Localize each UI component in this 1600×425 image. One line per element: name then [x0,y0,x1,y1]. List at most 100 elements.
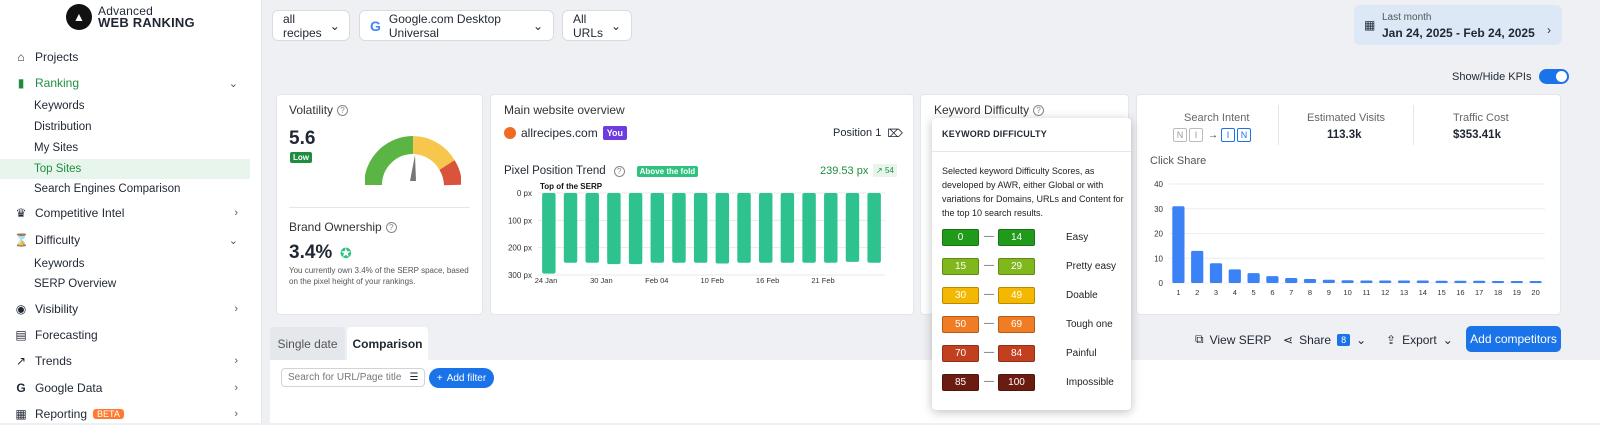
trend-bar[interactable] [758,193,773,263]
sidebar-item-forecasting[interactable]: ▤ Forecasting [0,324,250,346]
trend-bar[interactable] [780,193,795,263]
visits-value: 113.3k [1327,129,1362,141]
popup-title: KEYWORD DIFFICULTY [942,129,1047,139]
beta-badge: BETA [93,409,124,419]
site-name[interactable]: allrecipes.com [521,126,598,140]
sidebar-item-google-data[interactable]: G Google Data › [0,377,250,399]
gauge-mid-segment [412,136,455,170]
add-filter-button[interactable]: + Add filter [429,368,494,388]
tab-comparison[interactable]: Comparison [347,327,428,360]
sidebar-sub-distribution[interactable]: Distribution [34,121,92,133]
search-input[interactable]: Search for URL/Page title [281,368,421,387]
chevron-left-icon[interactable]: ‹ [1528,23,1532,37]
sidebar-item-ranking[interactable]: ▮ Ranking ⌄ [0,72,250,94]
engine-dropdown[interactable]: G Google.com Desktop Universal ⌄ [359,10,554,41]
help-icon[interactable]: ? [1033,105,1045,117]
toggle-switch[interactable] [1539,69,1570,84]
click-share-bar[interactable] [1435,280,1448,283]
date-range-picker[interactable]: ▦ Last month Jan 24, 2025 - Feb 24, 2025… [1354,5,1562,45]
trend-bar[interactable] [650,193,665,263]
click-share-bar[interactable] [1191,250,1204,283]
difficulty-label: Tough one [1066,319,1113,330]
logo[interactable]: ▲ Advanced WEB RANKING [66,4,195,30]
click-share-bar[interactable] [1322,279,1335,283]
sidebar-sub-serp-overview[interactable]: SERP Overview [34,278,117,290]
view-serp-button[interactable]: ⧉ View SERP [1195,327,1271,352]
click-share-bar[interactable] [1228,269,1241,283]
kpi-toggle[interactable]: Show/Hide KPIs [1452,69,1570,84]
sidebar-item-label: Trends [35,354,72,368]
trend-bar[interactable] [715,193,730,264]
trend-bar[interactable] [563,193,578,263]
trend-bar[interactable] [802,193,816,263]
external-link-icon: ⧉ [1195,332,1204,346]
click-share-bar[interactable] [1266,276,1279,283]
click-share-bar[interactable] [1397,280,1411,283]
report-icon: ▦ [15,407,27,421]
trend-bar[interactable] [824,193,838,263]
trend-bar[interactable] [867,193,881,263]
help-icon[interactable]: ? [385,222,397,234]
trend-bar[interactable] [672,193,686,263]
sidebar-item-label: Visibility [35,302,79,316]
list-filter-icon[interactable]: ☰ [404,368,425,387]
trend-bar[interactable] [607,193,621,265]
range-dash: — [984,289,994,300]
share-button[interactable]: ⋖ Share 8 ⌄ [1283,327,1366,352]
sidebar-item-reporting[interactable]: ▦ Reporting BETA › [0,403,250,425]
chevron-down-icon: ⌄ [611,18,622,33]
intent-title: Search Intent [1184,112,1250,124]
click-share-bar[interactable] [1473,280,1486,283]
click-share-bar[interactable] [1529,281,1542,283]
click-share-bar[interactable] [1454,280,1467,283]
add-competitors-button[interactable]: Add competitors [1466,326,1561,352]
x-tick-label: 21 Feb [811,276,834,285]
urls-dropdown[interactable]: All URLs ⌄ [562,10,632,41]
sidebar-item-projects[interactable]: ⌂ Projects [0,46,250,68]
chevron-right-icon[interactable]: › [1547,23,1551,37]
trend-bar[interactable] [845,193,860,262]
sidebar-item-competitive-intel[interactable]: ♛ Competitive Intel › [0,202,250,224]
click-share-bar[interactable] [1209,263,1223,283]
trend-bar[interactable] [585,193,599,263]
trend-bar[interactable] [628,193,643,265]
date-label: Last month [1382,12,1432,23]
trend-bar[interactable] [737,193,751,263]
difficulty-row: 70 — 84 Painful [942,345,1127,362]
y-tick-label: 30 [1154,205,1163,214]
tab-single-date[interactable]: Single date [270,327,345,360]
trend-bar[interactable] [542,193,556,274]
sidebar-sub-keywords[interactable]: Keywords [34,100,85,112]
y-tick-label: 0 [1159,279,1164,288]
sidebar-item-difficulty[interactable]: ⌛ Difficulty ⌄ [0,229,250,251]
click-share-bar[interactable] [1341,280,1354,283]
trend-bar[interactable] [693,193,708,263]
logo-line1: Advanced [98,4,153,18]
sidebar-sub-my-sites[interactable]: My Sites [34,142,79,154]
difficulty-to-chip: 49 [998,287,1035,304]
difficulty-from-chip: 85 [942,374,979,391]
divider [289,207,470,208]
click-share-bar[interactable] [1247,273,1260,283]
click-share-bar[interactable] [1510,281,1523,283]
click-share-bar[interactable] [1360,280,1373,283]
click-share-bar[interactable] [1172,206,1185,283]
click-share-bar[interactable] [1379,280,1392,283]
help-icon[interactable]: ? [613,165,625,177]
sidebar-sub-difficulty-keywords[interactable]: Keywords [34,258,85,270]
click-share-bar[interactable] [1491,281,1505,283]
sidebar-item-visibility[interactable]: ◉ Visibility › [0,298,250,320]
click-share-bar[interactable] [1303,279,1317,283]
difficulty-label: Easy [1066,232,1089,243]
difficulty-row: 50 — 69 Tough one [942,316,1127,333]
export-button[interactable]: ⇪ Export ⌄ [1386,327,1453,352]
range-dash: — [984,376,994,387]
click-share-bar[interactable] [1416,280,1429,283]
home-icon: ⌂ [17,50,25,64]
sidebar-item-trends[interactable]: ↗ Trends › [0,350,250,372]
sidebar-sub-search-engines-comparison[interactable]: Search Engines Comparison [34,183,181,195]
click-share-bar[interactable] [1285,278,1298,283]
group-dropdown[interactable]: all recipes ⌄ [272,10,350,41]
sidebar-sub-top-sites[interactable]: Top Sites [0,159,250,179]
help-icon[interactable]: ? [337,105,349,117]
